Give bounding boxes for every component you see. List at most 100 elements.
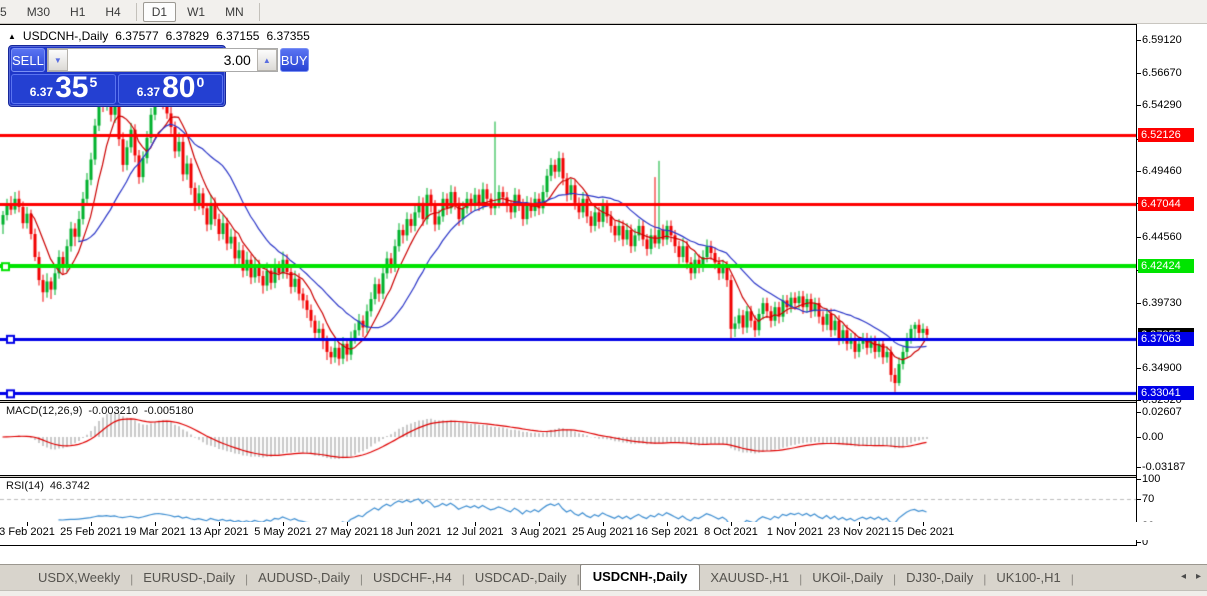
time-tick-mark — [411, 522, 412, 526]
axis-tick-mark — [1137, 437, 1141, 438]
time-tick-label: 23 Nov 2021 — [827, 526, 891, 538]
volume-stepper: ▼ ▲ — [46, 48, 278, 72]
time-tick-label: 15 Dec 2021 — [891, 526, 955, 538]
tab-separator: | — [892, 571, 897, 586]
toolbar-separator — [135, 2, 137, 21]
macd-main-value: -0.003210 — [88, 405, 138, 417]
sell-price-prefix: 6.37 — [29, 85, 54, 99]
timeframe-button-m30[interactable]: M30 — [26, 4, 51, 19]
chart-window: ▲ USDCNH-,Daily 6.37577 6.37829 6.37155 … — [0, 24, 1207, 548]
timeframe-toolbar: 5 M30 H1 H4 D1 W1 MN — [0, 0, 1207, 24]
toolbar-separator — [258, 2, 260, 21]
quote-high: 6.37829 — [165, 29, 210, 43]
timeframe-button-h4[interactable]: H4 — [105, 4, 121, 19]
time-tick-label: 16 Sep 2021 — [635, 526, 699, 538]
tab-xauusd-[interactable]: XAUUSD-,H1 — [710, 570, 790, 585]
price-axis: 6.591206.566706.542906.518406.494606.470… — [1137, 24, 1207, 548]
timeframe-button-h1[interactable]: H1 — [70, 4, 86, 19]
buy-price-box[interactable]: 6.37 80 0 — [118, 71, 223, 104]
timeframe-button-5[interactable]: 5 — [0, 4, 7, 19]
collapse-chart-icon[interactable]: ▲ — [8, 31, 16, 41]
time-tick-label: 3 Feb 2021 — [0, 526, 55, 538]
axis-tick-mark — [1137, 237, 1141, 238]
chart-title: ▲ USDCNH-,Daily 6.37577 6.37829 6.37155 … — [8, 29, 310, 43]
level-price-label: 6.52126 — [1138, 128, 1194, 142]
timeframe-button-mn[interactable]: MN — [225, 4, 244, 19]
time-tick-label: 18 Jun 2021 — [380, 526, 442, 538]
time-tick-label: 19 Mar 2021 — [124, 526, 186, 538]
timeframe-button-w1[interactable]: W1 — [187, 4, 206, 19]
axis-tick-mark — [1137, 171, 1141, 172]
axis-tick-mark — [1137, 368, 1141, 369]
axis-tick-mark — [1137, 303, 1141, 304]
one-click-trading-panel: SELL ▼ ▲ BUY 6.37 35 5 6.37 80 0 — [8, 45, 309, 107]
buy-button[interactable]: BUY — [279, 48, 309, 72]
tab-scroll-right-icon[interactable]: ▸ — [1195, 571, 1201, 582]
axis-tick-label: -0.03187 — [1142, 461, 1186, 473]
sell-price-box[interactable]: 6.37 35 5 — [11, 71, 116, 104]
chart-tab-bar: USDX,Weekly | EURUSD-,Daily | AUDUSD-,Daily |… — [0, 564, 1207, 590]
time-tick-mark — [667, 522, 668, 526]
timeframe-button-d1[interactable]: D1 — [142, 1, 177, 22]
time-tick-label: 3 Aug 2021 — [511, 526, 567, 538]
buy-price-big: 80 — [162, 71, 196, 104]
level-price-label: 6.33041 — [1138, 386, 1194, 400]
rsi-label: RSI(14) 46.3742 — [6, 480, 90, 492]
axis-tick-label: 6.39730 — [1142, 297, 1182, 309]
axis-tick-mark — [1137, 73, 1141, 74]
chart-symbol-period: USDCNH-,Daily — [22, 29, 109, 43]
time-tick-mark — [795, 522, 796, 526]
tab-separator: | — [799, 571, 803, 586]
volume-decrease-icon[interactable]: ▼ — [47, 49, 68, 71]
time-tick-mark — [731, 522, 732, 526]
macd-indicator-canvas[interactable] — [0, 403, 1136, 475]
rsi-value: 46.3742 — [49, 480, 90, 492]
volume-input[interactable] — [67, 49, 257, 71]
axis-tick-mark — [1137, 400, 1141, 401]
level-price-label: 6.37063 — [1138, 332, 1194, 346]
macd-signal-value: -0.005180 — [143, 405, 194, 417]
time-axis: 3 Feb 2021 25 Feb 2021 19 Mar 2021 13 Apr 2… — [0, 522, 1207, 540]
buy-price-prefix: 6.37 — [136, 85, 161, 99]
time-tick-mark — [27, 522, 28, 526]
main-panel-bottom-border — [0, 400, 1137, 401]
tab-scroll-left-icon[interactable]: ◂ — [1180, 571, 1186, 582]
time-tick-label: 1 Nov 2021 — [766, 526, 824, 538]
rsi-name: RSI(14) — [6, 480, 44, 492]
tab-dj30-[interactable]: DJ30-,Daily — [906, 570, 974, 585]
axis-tick-mark — [1137, 40, 1141, 41]
axis-tick-mark — [1137, 542, 1141, 543]
time-tick-mark — [219, 522, 220, 526]
status-strip — [0, 590, 1207, 596]
tab-separator: | — [1070, 571, 1074, 586]
axis-tick-label: 6.44560 — [1142, 231, 1182, 243]
sell-price-pip: 5 — [89, 74, 98, 90]
sell-price-big: 35 — [55, 71, 89, 104]
tab-separator: | — [983, 571, 987, 586]
tab-eurusd-[interactable]: EURUSD-,Daily — [143, 570, 235, 585]
rsi-panel-top-border — [0, 477, 1137, 478]
tab-ukoil-[interactable]: UKOil-,Daily — [812, 570, 883, 585]
volume-increase-icon[interactable]: ▲ — [256, 49, 277, 71]
time-tick-label: 25 Feb 2021 — [60, 526, 122, 538]
axis-tick-mark — [1137, 105, 1141, 106]
axis-tick-mark — [1137, 499, 1141, 500]
tab-separator: | — [461, 571, 465, 586]
axis-tick-label: 6.56670 — [1142, 67, 1182, 79]
chart-top-border — [0, 24, 1137, 25]
time-tick-label: 5 May 2021 — [254, 526, 312, 538]
time-tick-label: 8 Oct 2021 — [704, 526, 758, 538]
axis-tick-mark — [1137, 479, 1141, 480]
quote-close: 6.37355 — [266, 29, 310, 43]
tab-usdcnh-[interactable]: USDCNH-,Daily — [579, 564, 701, 590]
time-tick-mark — [923, 522, 924, 526]
quote-open: 6.37577 — [115, 29, 159, 43]
price-axis-separator — [1136, 24, 1137, 546]
macd-panel-bottom-border — [0, 475, 1137, 476]
tab-audusd-[interactable]: AUDUSD-,Daily — [258, 570, 350, 585]
tab-usdcad-[interactable]: USDCAD-,Daily — [474, 570, 567, 585]
sell-button[interactable]: SELL — [11, 48, 45, 72]
tab-usdchf-[interactable]: USDCHF-,H4 — [372, 570, 452, 585]
tab-uk100-[interactable]: UK100-,H1 — [996, 570, 1061, 585]
tab-usdx[interactable]: USDX,Weekly — [38, 570, 121, 585]
